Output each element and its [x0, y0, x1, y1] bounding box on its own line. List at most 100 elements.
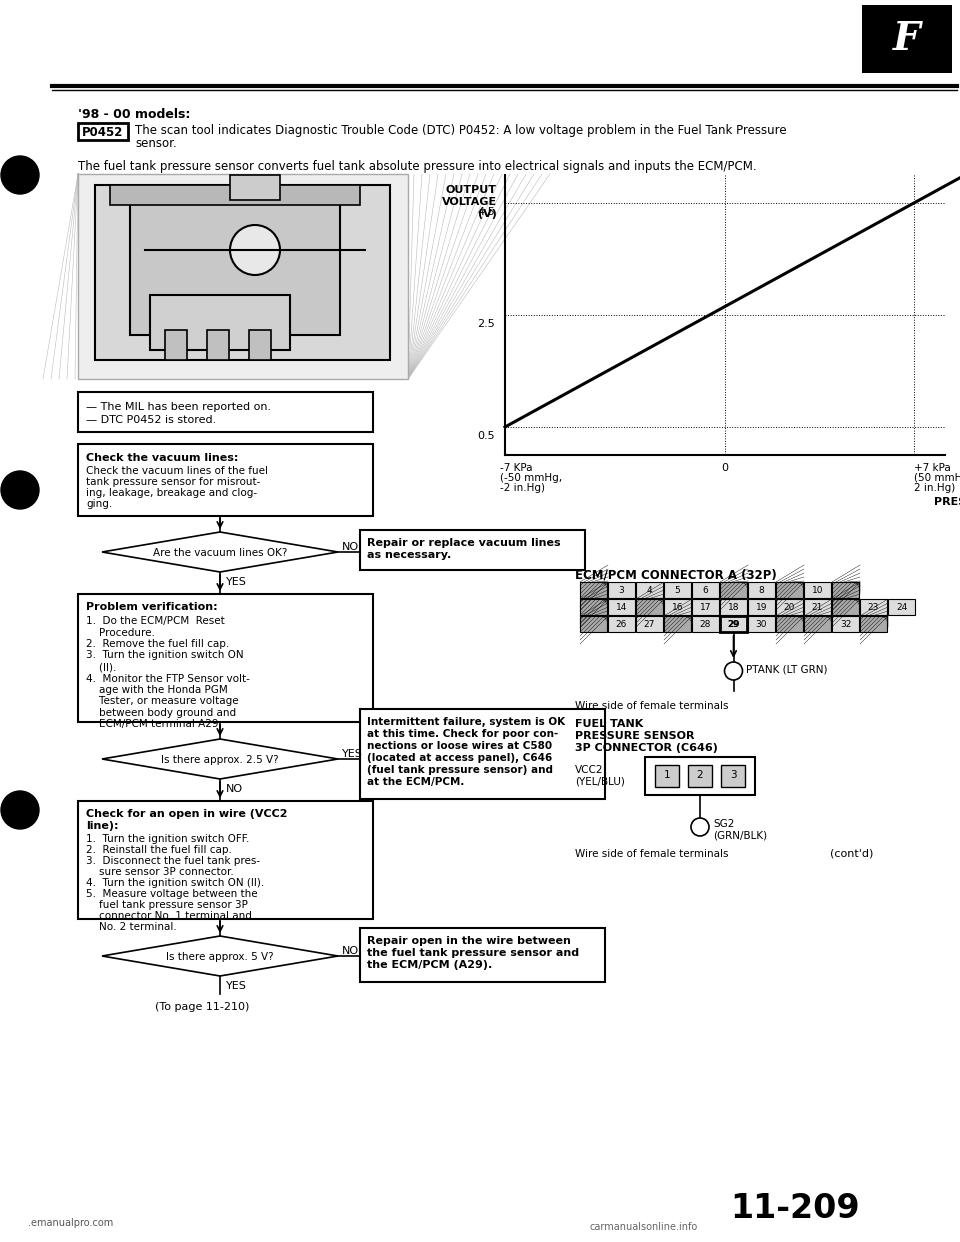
Bar — [608, 599, 635, 615]
Text: YES: YES — [226, 981, 247, 991]
Text: 24: 24 — [896, 604, 907, 612]
Text: OUTPUT: OUTPUT — [446, 185, 497, 195]
Text: 4: 4 — [647, 586, 652, 595]
Text: No. 2 terminal.: No. 2 terminal. — [86, 922, 177, 932]
Bar — [580, 582, 607, 597]
Text: (YEL/BLU): (YEL/BLU) — [575, 776, 625, 786]
Text: 28: 28 — [700, 620, 711, 628]
Text: (II).: (II). — [86, 662, 116, 672]
Bar — [78, 123, 128, 140]
Text: ging.: ging. — [86, 499, 112, 509]
Text: Is there approx. 5 V?: Is there approx. 5 V? — [166, 953, 274, 963]
Text: sure sensor 3P connector.: sure sensor 3P connector. — [86, 867, 233, 877]
Text: .emanualpro.com: .emanualpro.com — [28, 1218, 113, 1228]
Text: tank pressure sensor for misrout-: tank pressure sensor for misrout- — [86, 477, 260, 487]
Bar — [776, 616, 803, 632]
Bar — [360, 928, 605, 982]
Bar — [165, 330, 187, 360]
Text: (To page 11-210): (To page 11-210) — [155, 1002, 250, 1012]
Text: SG2: SG2 — [713, 818, 734, 828]
Text: 1: 1 — [663, 770, 670, 780]
Text: ing, leakage, breakage and clog-: ing, leakage, breakage and clog- — [86, 488, 257, 498]
Text: V: V — [697, 823, 704, 833]
Text: fuel tank pressure sensor 3P: fuel tank pressure sensor 3P — [86, 900, 248, 910]
Text: VCC2: VCC2 — [575, 765, 604, 775]
Text: P0452: P0452 — [82, 125, 124, 139]
Text: Repair open in the wire between: Repair open in the wire between — [367, 936, 571, 946]
Text: 3.  Disconnect the fuel tank pres-: 3. Disconnect the fuel tank pres- — [86, 856, 260, 866]
Text: -2 in.Hg): -2 in.Hg) — [500, 483, 545, 493]
Text: NO: NO — [226, 784, 243, 794]
Text: 27: 27 — [644, 620, 655, 628]
Bar — [664, 616, 691, 632]
Circle shape — [1, 471, 39, 509]
Bar — [748, 582, 775, 597]
Text: PTANK (LT GRN): PTANK (LT GRN) — [747, 664, 828, 674]
Bar — [207, 330, 229, 360]
Bar — [804, 599, 831, 615]
Text: Check for an open in wire (VCC2: Check for an open in wire (VCC2 — [86, 809, 287, 818]
Text: 2 in.Hg): 2 in.Hg) — [914, 483, 955, 493]
Circle shape — [1, 156, 39, 194]
Text: 6: 6 — [703, 586, 708, 595]
Text: (fuel tank pressure sensor) and: (fuel tank pressure sensor) and — [367, 765, 553, 775]
Text: — The MIL has been reported on.: — The MIL has been reported on. — [86, 402, 271, 412]
Bar — [130, 195, 340, 335]
Bar — [804, 582, 831, 597]
Text: 2.  Reinstall the fuel fill cap.: 2. Reinstall the fuel fill cap. — [86, 845, 232, 854]
Text: Are the vacuum lines OK?: Are the vacuum lines OK? — [153, 548, 287, 558]
Bar — [78, 443, 373, 515]
Bar — [888, 599, 915, 615]
Text: 1.  Turn the ignition switch OFF.: 1. Turn the ignition switch OFF. — [86, 833, 250, 845]
Polygon shape — [102, 739, 338, 779]
Bar — [580, 599, 607, 615]
Text: 2.5: 2.5 — [477, 319, 495, 329]
Text: 17: 17 — [700, 604, 711, 612]
Bar — [832, 599, 859, 615]
Text: 2: 2 — [697, 770, 704, 780]
Text: 32: 32 — [840, 620, 852, 628]
Bar — [249, 330, 271, 360]
Text: carmanualsonline.info: carmanualsonline.info — [590, 1222, 698, 1232]
Text: YES: YES — [342, 749, 363, 759]
Text: 21: 21 — [812, 604, 823, 612]
Bar — [776, 599, 803, 615]
Text: ECM/PCM CONNECTOR A (32P): ECM/PCM CONNECTOR A (32P) — [575, 568, 777, 581]
Text: The fuel tank pressure sensor converts fuel tank absolute pressure into electric: The fuel tank pressure sensor converts f… — [78, 160, 756, 173]
Text: the ECM/PCM (A29).: the ECM/PCM (A29). — [367, 960, 492, 970]
Text: 3: 3 — [730, 770, 736, 780]
Bar — [636, 599, 663, 615]
Text: as necessary.: as necessary. — [367, 550, 451, 560]
Bar — [832, 582, 859, 597]
Bar — [748, 616, 775, 632]
Bar — [720, 599, 747, 615]
Text: 2.  Remove the fuel fill cap.: 2. Remove the fuel fill cap. — [86, 638, 229, 650]
Bar — [832, 616, 859, 632]
Text: V: V — [731, 668, 737, 678]
Text: 1.  Do the ECM/PCM  Reset: 1. Do the ECM/PCM Reset — [86, 616, 225, 626]
Text: connector No. 1 terminal and: connector No. 1 terminal and — [86, 910, 252, 922]
Text: Intermittent failure, system is OK: Intermittent failure, system is OK — [367, 717, 565, 727]
Text: 23: 23 — [868, 604, 879, 612]
Text: 4.5: 4.5 — [477, 207, 495, 217]
Text: (50 mmHg,: (50 mmHg, — [914, 473, 960, 483]
Text: 20: 20 — [783, 604, 795, 612]
Text: YES: YES — [226, 578, 247, 587]
Bar — [360, 530, 585, 570]
Text: 3: 3 — [618, 586, 624, 595]
Text: F: F — [893, 20, 921, 58]
Text: PRESSURE SENSOR: PRESSURE SENSOR — [575, 732, 694, 741]
Text: the fuel tank pressure sensor and: the fuel tank pressure sensor and — [367, 948, 579, 958]
Bar — [636, 582, 663, 597]
Circle shape — [1, 791, 39, 828]
Text: Problem verification:: Problem verification: — [86, 602, 218, 612]
Text: -7 KPa: -7 KPa — [500, 463, 533, 473]
Polygon shape — [102, 936, 338, 976]
Text: (cont'd): (cont'd) — [830, 850, 874, 859]
Text: line):: line): — [86, 821, 118, 831]
Text: 26: 26 — [615, 620, 627, 628]
Bar — [580, 616, 607, 632]
Bar — [688, 765, 712, 787]
Text: 10: 10 — [812, 586, 824, 595]
Text: Tester, or measure voltage: Tester, or measure voltage — [86, 697, 239, 707]
